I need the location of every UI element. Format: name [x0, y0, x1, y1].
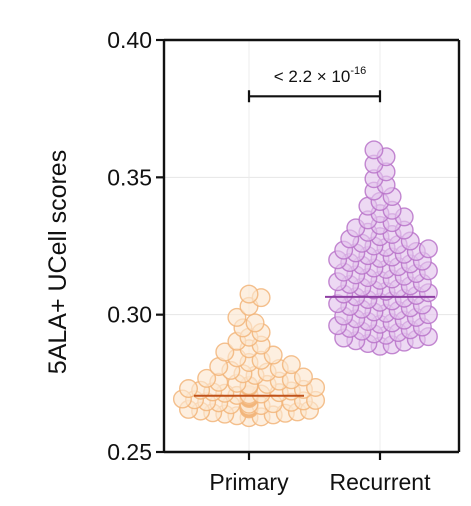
points-layer — [172, 140, 438, 428]
axis-layer: 0.25 0.30 0.35 0.40 Primary Recurrent — [107, 27, 461, 495]
p-value-exponent: -16 — [350, 65, 366, 77]
data-point — [364, 140, 384, 160]
p-value-label: < 2.2 × 10-16 — [274, 65, 366, 86]
significance-bracket — [247, 90, 382, 103]
x-category-label: Primary — [209, 469, 289, 495]
data-point — [215, 342, 235, 362]
y-tick-label: 0.35 — [107, 164, 152, 190]
significance-annotation: < 2.2 × 10-16 — [247, 65, 382, 103]
median-layer — [194, 295, 435, 397]
x-category-label: Recurrent — [330, 469, 432, 495]
data-point — [227, 307, 247, 327]
data-point — [197, 368, 217, 388]
data-point — [293, 367, 313, 387]
data-point — [306, 377, 326, 397]
data-point — [239, 284, 259, 304]
data-point — [281, 355, 301, 375]
data-point — [418, 239, 438, 259]
y-tick-label: 0.25 — [107, 439, 152, 465]
y-axis-label: 5ALA+ UCell scores — [44, 150, 72, 374]
y-tick-label: 0.30 — [107, 302, 152, 328]
y-tick-label: 0.40 — [107, 27, 152, 53]
data-point — [245, 313, 265, 333]
p-value-prefix: < 2.2 × 10 — [274, 67, 351, 86]
data-point — [178, 379, 198, 399]
